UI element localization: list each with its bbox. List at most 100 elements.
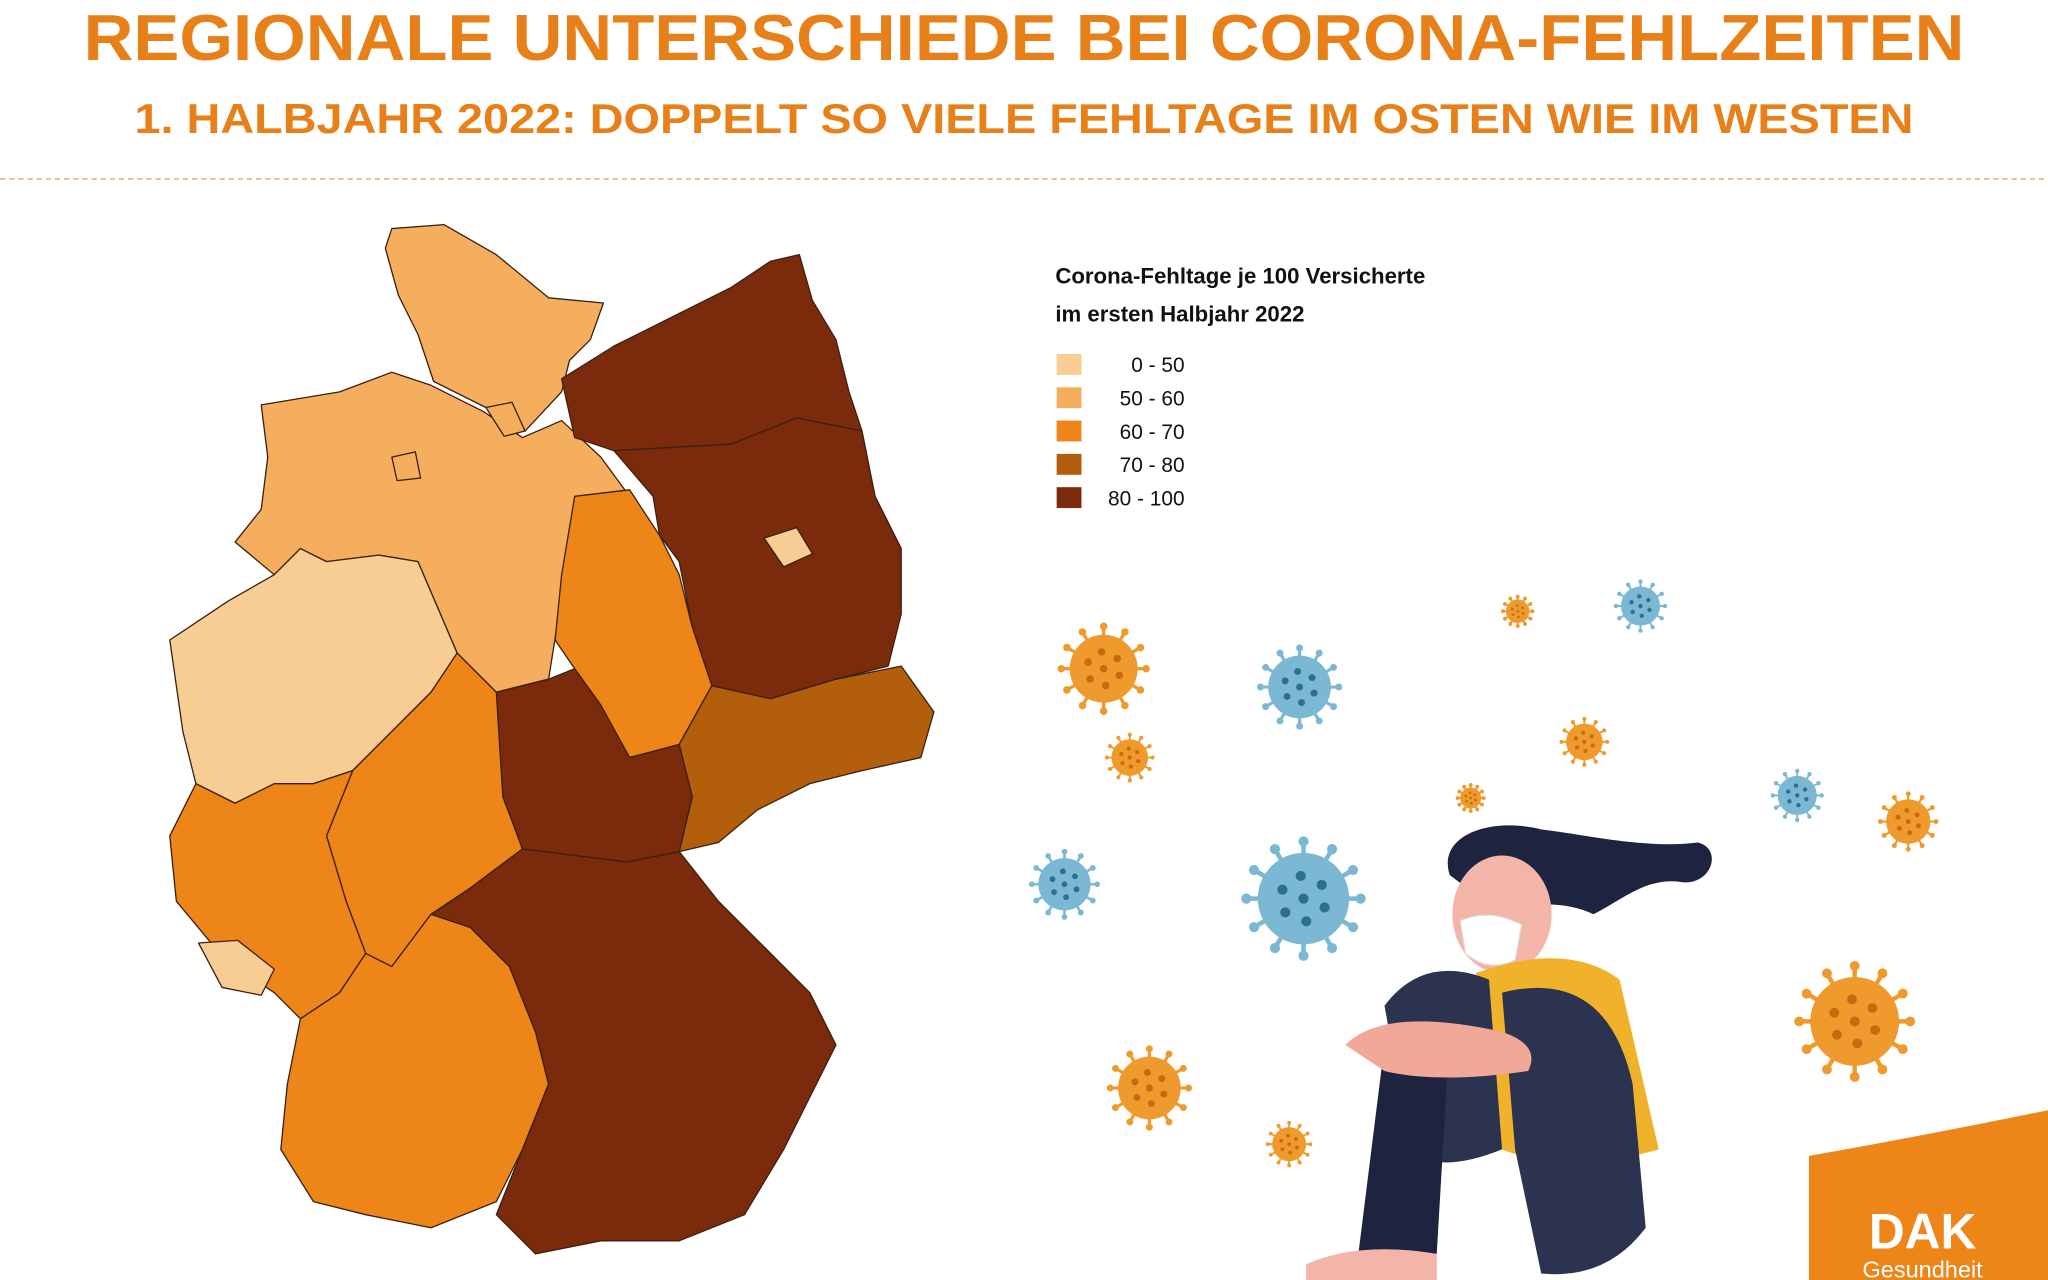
virus-spike-tip	[1045, 853, 1052, 859]
virus-dot	[1301, 916, 1312, 927]
virus-spike-tip	[1626, 582, 1631, 588]
virus-spike-tip	[1276, 649, 1284, 657]
virus-spike-tip	[1480, 802, 1484, 807]
virus-spike-tip	[1822, 968, 1832, 979]
virus-spike-tip	[1508, 596, 1513, 601]
virus-spike-tip	[1773, 781, 1779, 786]
virus-dot	[1647, 607, 1652, 613]
legend-swatch	[1056, 487, 1082, 509]
virus-spike-tip	[1562, 751, 1567, 756]
virus-dot	[1582, 739, 1587, 744]
virus-spike-tip	[1111, 1064, 1119, 1072]
virus-dot	[1280, 1147, 1285, 1152]
virus-dot	[1147, 1100, 1155, 1108]
virus-dot	[1852, 1038, 1863, 1049]
virus-spike-tip	[1897, 1044, 1908, 1055]
virus-spike-tip	[1455, 796, 1460, 800]
virus-icon	[1057, 622, 1150, 715]
virus-spike-tip	[1136, 643, 1145, 652]
virus-spike-tip	[1501, 609, 1505, 614]
virus-spike-tip	[1515, 594, 1520, 599]
virus-spike-tip	[1570, 720, 1575, 725]
virus-spike-tip	[1905, 1016, 1916, 1027]
virus-dot	[1521, 612, 1525, 615]
virus-dot	[1280, 907, 1291, 918]
virus-spike-tip	[1605, 739, 1610, 744]
virus-spike-tip	[1528, 616, 1533, 621]
virus-dot	[1061, 881, 1068, 888]
virus-dot	[1847, 994, 1857, 1005]
virus-spike-tip	[1287, 1120, 1292, 1125]
virus-dot	[1793, 783, 1799, 788]
virus-spike-tip	[1891, 795, 1897, 800]
virus-spike-tip	[1770, 793, 1775, 798]
virus-spike-tip	[1179, 1064, 1187, 1072]
virus-spike-tip	[1315, 717, 1323, 725]
virus-spike-tip	[1265, 1142, 1270, 1147]
legend-swatch	[1056, 453, 1082, 475]
virus-dot	[1916, 823, 1921, 829]
virus-dot	[1099, 664, 1108, 673]
saarland	[197, 939, 275, 996]
virus-icon	[1613, 579, 1668, 633]
virus-spike-tip	[1481, 796, 1486, 800]
virus-spike-tip	[1150, 755, 1155, 760]
virus-dot	[1474, 798, 1477, 802]
virus-dot	[1298, 699, 1306, 707]
virus-spike-tip	[1033, 865, 1040, 871]
virus-dot	[1073, 886, 1080, 893]
virus-spike-tip	[1063, 686, 1071, 694]
virus-spike-tip	[1057, 664, 1065, 673]
virus-spike-tip	[1127, 778, 1132, 783]
virus-dot	[1063, 894, 1070, 901]
virus-spike-tip	[1515, 624, 1520, 628]
virus-spike-tip	[1807, 772, 1812, 777]
virus-spike-tip	[1327, 943, 1338, 954]
virus-dot	[1464, 794, 1468, 798]
virus-dot	[1133, 1093, 1141, 1101]
virus-dot	[1829, 1007, 1840, 1018]
virus-spike-tip	[1819, 793, 1824, 798]
virus-spike-tip	[1530, 609, 1535, 614]
virus-spike-tip	[1570, 759, 1575, 764]
logo-tagline: Gesundheit	[1863, 1256, 1984, 1280]
virus-spike-tip	[1602, 751, 1607, 756]
virus-icon	[1794, 960, 1916, 1082]
virus-dot	[1296, 683, 1304, 691]
virus-spike-tip	[1475, 784, 1480, 789]
virus-dot	[1573, 736, 1578, 741]
virus-spike-tip	[1308, 1142, 1313, 1147]
virus-spike-tip	[1061, 913, 1068, 920]
legend: Corona-Fehltage je 100 Versicherte im er…	[1055, 263, 1425, 510]
germany-map	[169, 224, 935, 1255]
virus-dot	[1907, 830, 1913, 836]
bremen	[391, 451, 422, 482]
virus-spike-tip	[1582, 762, 1587, 767]
virus-spike-tip	[1045, 909, 1052, 916]
schleswig-holstein	[384, 224, 605, 432]
virus-spike-tip	[1795, 768, 1800, 774]
virus-dot	[1298, 893, 1309, 904]
virus-dot	[1127, 755, 1132, 760]
virus-spike-tip	[1111, 1104, 1119, 1112]
virus-spike-tip	[1185, 1084, 1193, 1092]
virus-spike-tip	[1650, 625, 1655, 630]
virus-dot	[1787, 799, 1792, 804]
virus-spike-tip	[1276, 717, 1284, 725]
virus-dot	[1295, 870, 1306, 882]
virus-dot	[1895, 814, 1901, 820]
logo: DAK Gesundheit	[1808, 1110, 2048, 1280]
virus-dot	[1521, 606, 1524, 610]
virus-dot	[1158, 1075, 1166, 1083]
virus-spike-tip	[1269, 844, 1281, 855]
virus-spike-tip	[1503, 616, 1507, 621]
virus-spike-tip	[1462, 807, 1467, 812]
virus-dot	[1101, 681, 1110, 690]
virus-spike-tip	[1801, 1044, 1812, 1055]
virus-dot	[1849, 1016, 1860, 1027]
virus-dot	[1465, 799, 1468, 803]
virus-dot	[1277, 884, 1288, 895]
virus-dot	[1517, 615, 1520, 619]
virus-spike-tip	[1801, 988, 1812, 999]
